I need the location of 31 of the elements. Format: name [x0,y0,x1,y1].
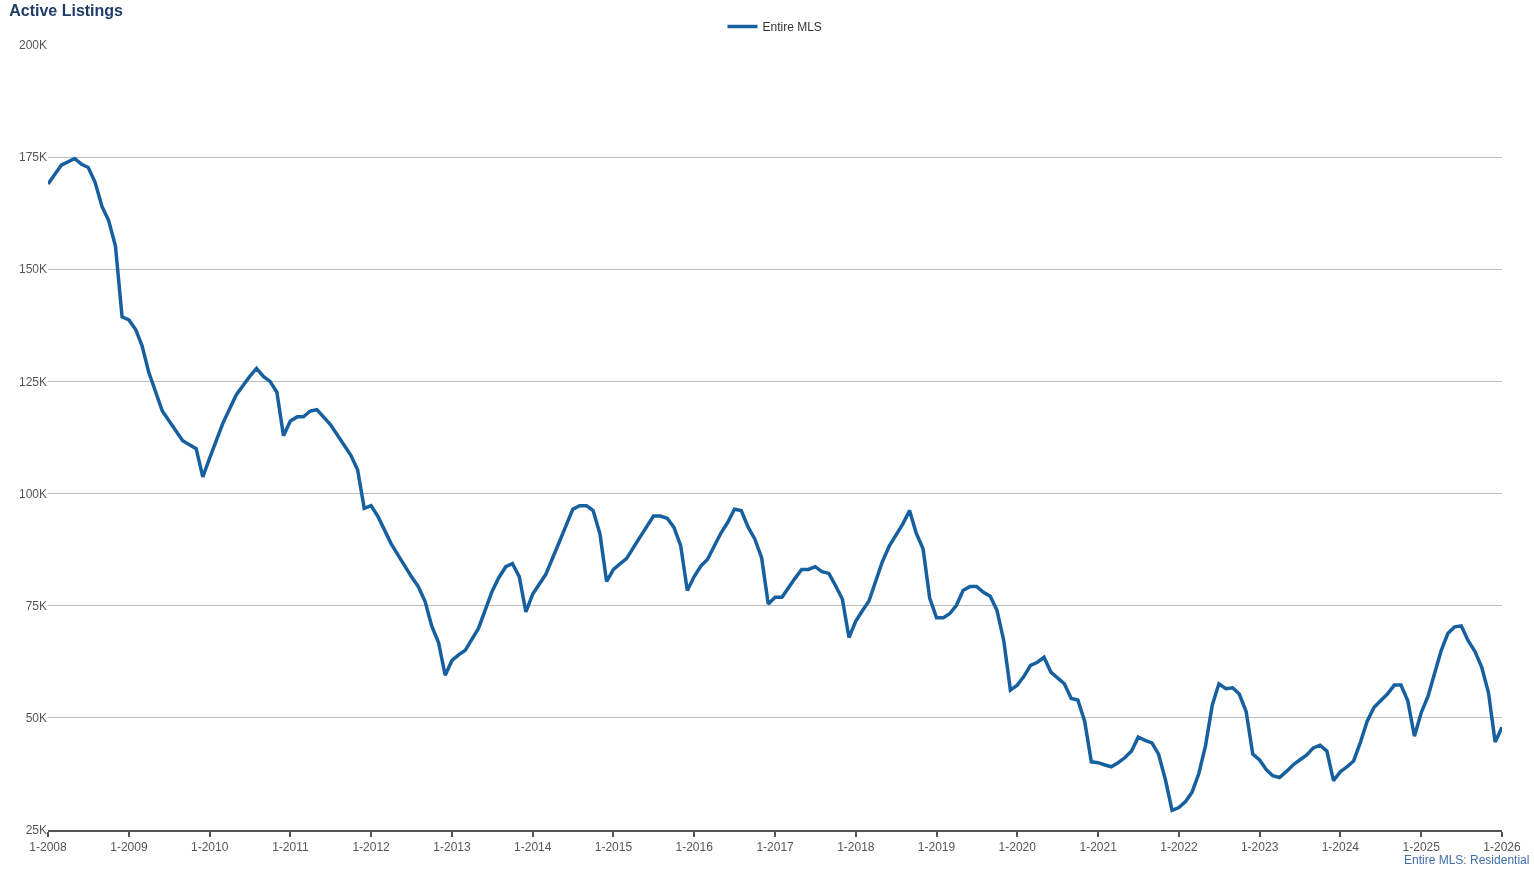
x-tick-label: 1-2024 [1321,840,1360,855]
x-tick-label: 1-2026 [1483,840,1521,855]
x-tick-label: 1-2010 [190,840,229,855]
y-tick-label: 200K [18,38,47,53]
x-tick-label: 1-2015 [594,840,633,855]
x-tick-label: 1-2022 [1160,840,1198,855]
chart-title: Active Listings [9,1,124,19]
x-tick-label: 1-2025 [1402,840,1441,855]
y-tick-label: 100K [18,486,47,501]
y-tick-label: 75K [25,598,47,613]
y-tick-label: 175K [18,150,47,165]
x-tick-label: 1-2021 [1079,840,1118,855]
x-tick-label: 1-2017 [756,840,795,855]
y-tick-label: 125K [18,374,47,389]
line-series [48,156,1502,813]
x-tick-label: 1-2008 [29,840,67,855]
x-tick-label: 1-2020 [998,840,1037,855]
x-tick-label: 1-2018 [837,840,875,855]
x-tick-label: 1-2016 [675,840,714,855]
x-tick-label: 1-2023 [1240,840,1279,855]
x-tick-label: 1-2014 [514,840,552,855]
y-tick-label: 25K [25,823,47,838]
y-tick-label: 50K [25,711,47,726]
y-tick-label: 150K [18,262,47,277]
x-tick-label: 1-2019 [917,840,956,855]
x-tick-label: 1-2013 [433,840,472,855]
x-tick-label: 1-2011 [272,840,309,855]
legend-label: Entire MLS [762,20,822,35]
text: Entire MLS: Residential [1404,853,1530,867]
x-tick-label: 1-2012 [352,840,391,855]
x-tick-label: 1-2009 [110,840,148,855]
